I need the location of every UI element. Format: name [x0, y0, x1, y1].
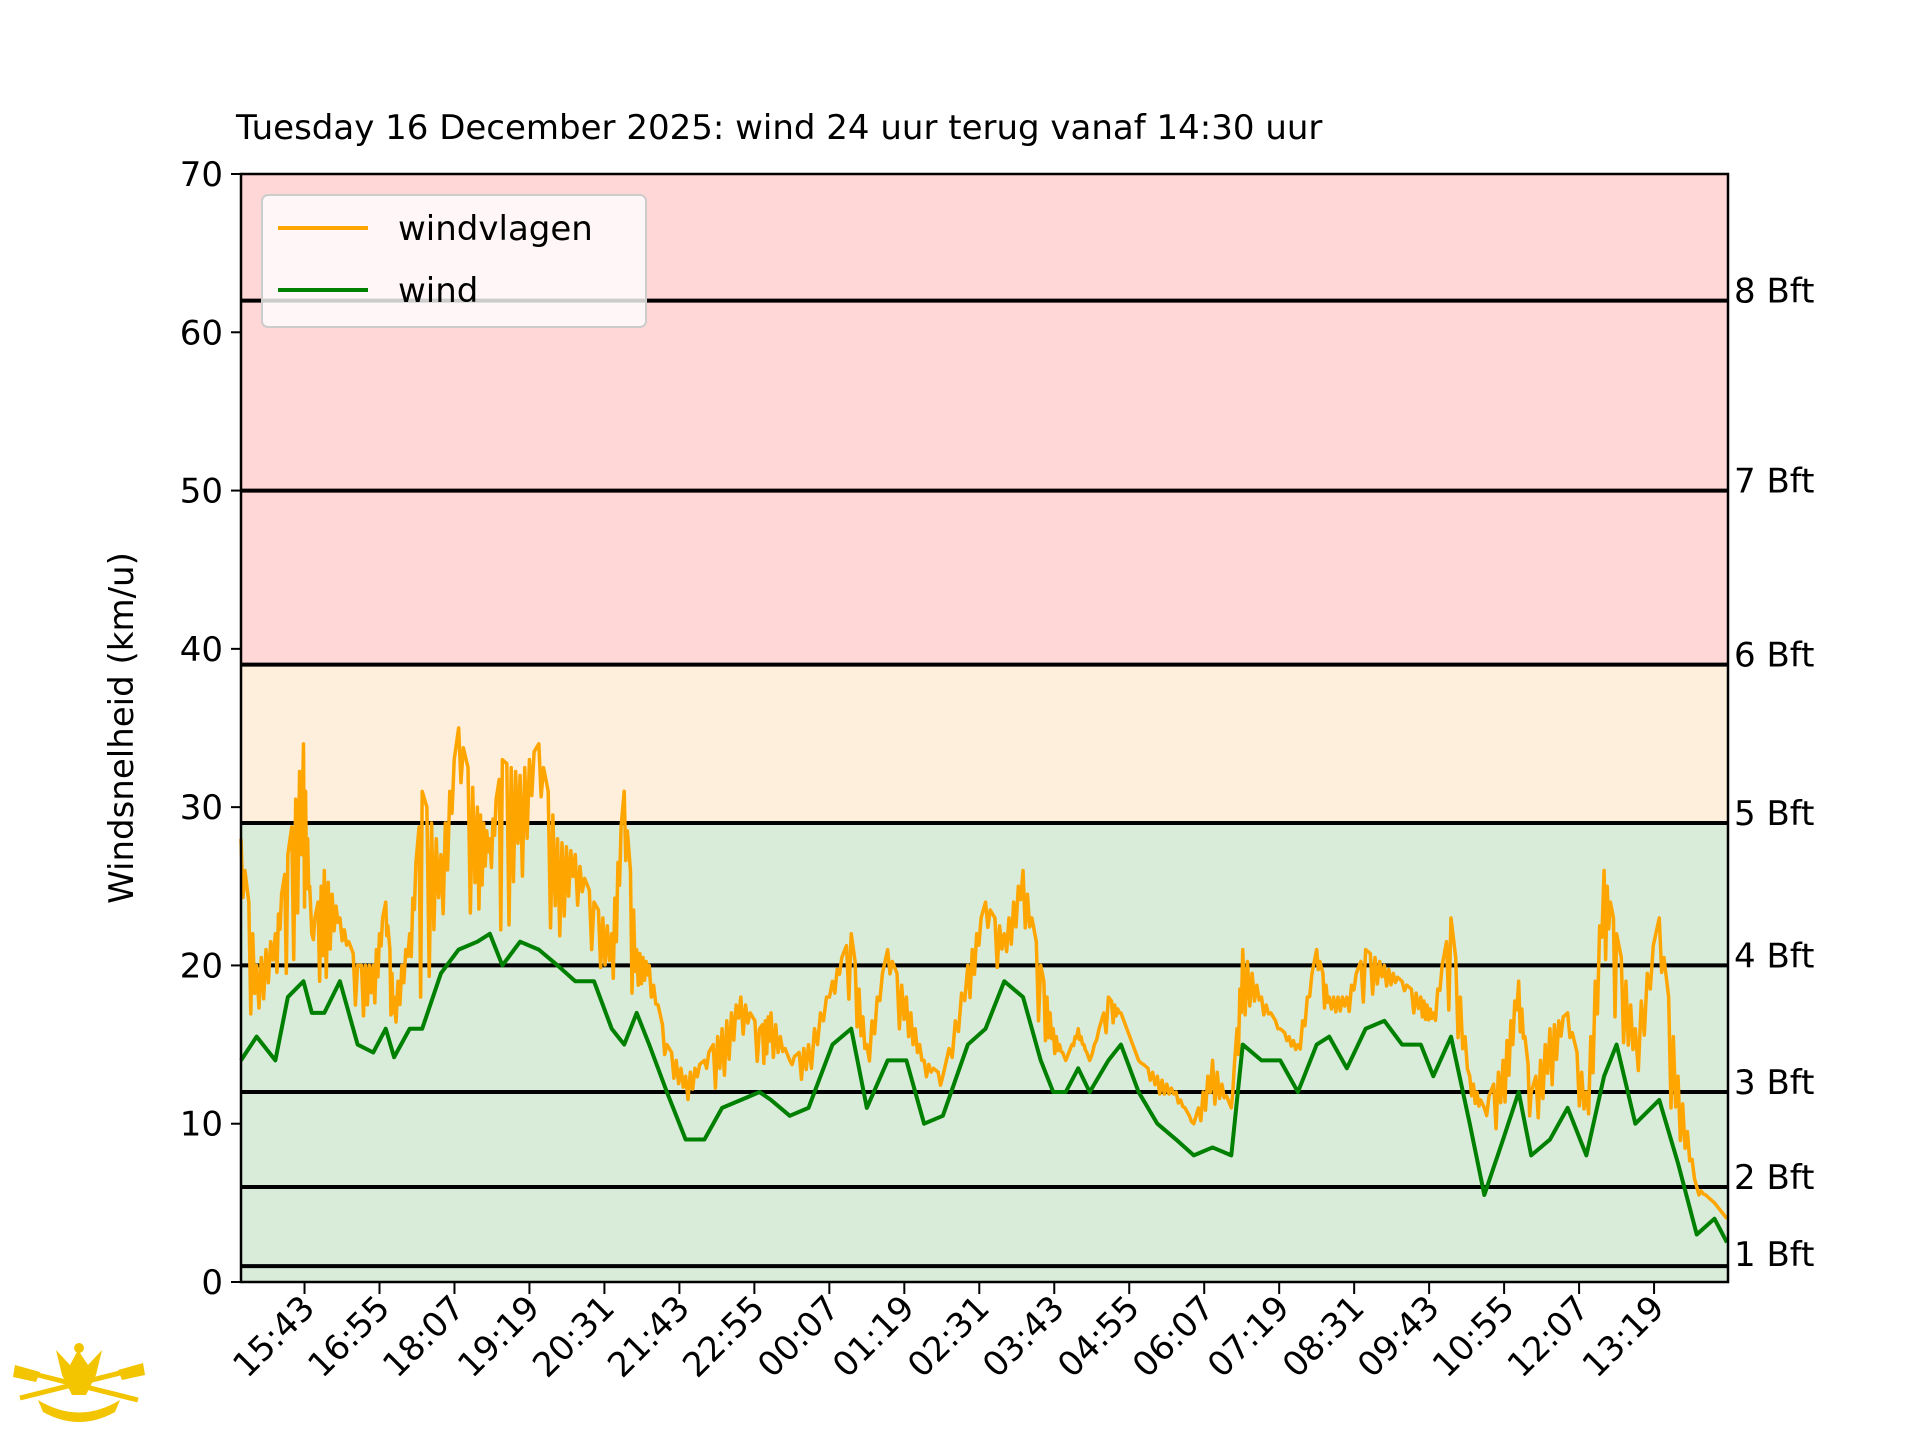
x-tick-label: 02:31 [900, 1288, 998, 1386]
x-tick-label: 12:07 [1500, 1288, 1598, 1386]
x-tick-label: 08:31 [1275, 1288, 1373, 1386]
beaufort-label: 5 Bft [1734, 794, 1814, 834]
y-tick-label: 30 [180, 788, 223, 828]
y-tick-label: 60 [180, 313, 223, 353]
x-tick-label: 13:19 [1575, 1288, 1673, 1386]
x-tick-label: 15:43 [225, 1288, 323, 1386]
y-tick-label: 40 [180, 630, 223, 670]
x-tick-label: 06:07 [1125, 1288, 1223, 1386]
legend-label-wind: wind [398, 271, 478, 311]
beaufort-label: 1 Bft [1734, 1235, 1814, 1275]
beaufort-label: 4 Bft [1734, 936, 1814, 976]
beaufort-label: 8 Bft [1734, 272, 1814, 312]
legend: windvlagen wind [261, 194, 647, 328]
x-tick-label: 21:43 [600, 1288, 698, 1386]
x-tick-label: 04:55 [1050, 1288, 1148, 1386]
beaufort-label: 3 Bft [1734, 1063, 1814, 1103]
x-tick-label: 18:07 [375, 1288, 473, 1386]
plot-frame [239, 172, 1730, 1284]
series-line-wind [239, 931, 1729, 1244]
chart-title: Tuesday 16 December 2025: wind 24 uur te… [235, 108, 1322, 148]
x-tick-label: 03:43 [975, 1288, 1073, 1386]
y-tick-label: 70 [180, 155, 223, 195]
x-tick-label: 19:19 [450, 1288, 548, 1386]
y-axis-label: Windsnelheid (km/u) [102, 552, 142, 904]
x-tick-label: 01:19 [825, 1288, 923, 1386]
x-tick-label: 09:43 [1350, 1288, 1448, 1386]
zone-band [241, 822, 1728, 1282]
beaufort-label: 6 Bft [1734, 636, 1814, 676]
x-tick-label: 07:19 [1200, 1288, 1298, 1386]
y-tick-label: 50 [180, 472, 223, 512]
zone-band [241, 664, 1728, 823]
x-tick-label: 16:55 [300, 1288, 398, 1386]
club-crest-logo [13, 1343, 145, 1422]
beaufort-label: 2 Bft [1734, 1158, 1814, 1198]
y-tick-label: 10 [180, 1105, 223, 1145]
beaufort-label: 7 Bft [1734, 462, 1814, 502]
y-tick-label: 20 [180, 946, 223, 986]
y-tick-label: 0 [201, 1263, 223, 1303]
x-tick-label: 00:07 [750, 1288, 848, 1386]
legend-label-windvlagen: windvlagen [398, 209, 593, 249]
series-line-windvlagen [239, 726, 1729, 1220]
x-tick-label: 10:55 [1425, 1288, 1523, 1386]
x-tick-label: 22:55 [675, 1288, 773, 1386]
x-tick-label: 20:31 [525, 1288, 623, 1386]
